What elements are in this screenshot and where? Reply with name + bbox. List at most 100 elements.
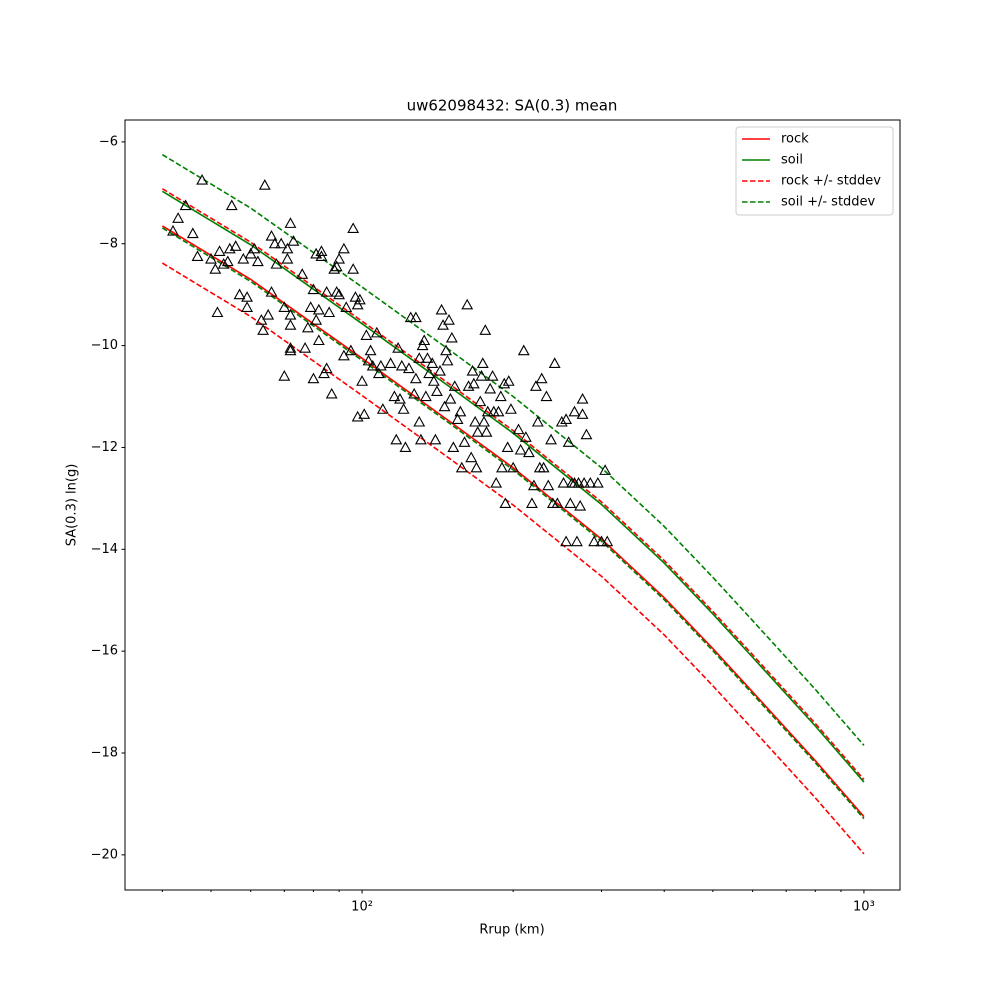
observation-marker <box>409 311 422 323</box>
legend-label: rock <box>781 132 809 147</box>
observation-marker <box>186 227 199 239</box>
observation-marker <box>570 535 583 547</box>
observation-marker <box>225 199 238 211</box>
observation-marker <box>390 433 403 445</box>
observation-marker <box>434 364 446 376</box>
legend-label: soil +/- stddev <box>781 195 876 210</box>
curve <box>161 227 865 820</box>
observation-marker <box>278 370 291 381</box>
observation-marker <box>284 342 297 353</box>
observation-marker <box>356 375 368 386</box>
observation-marker <box>265 229 278 241</box>
observation-marker <box>265 285 278 297</box>
observation-marker <box>560 535 573 547</box>
y-tick-label: −10 <box>91 338 118 353</box>
observation-marker <box>284 344 297 356</box>
observation-marker <box>337 242 350 254</box>
x-axis-label: Rrup (km) <box>479 923 544 938</box>
observation-marker <box>233 288 246 300</box>
observation-marker <box>490 476 503 488</box>
observation-marker <box>431 385 443 396</box>
observation-marker <box>217 257 230 269</box>
observation-marker <box>474 395 487 407</box>
observation-marker <box>353 293 366 305</box>
observation-marker <box>395 359 408 371</box>
y-tick-label: −12 <box>91 440 118 455</box>
observation-marker <box>347 222 360 234</box>
observation-marker <box>408 387 421 399</box>
observation-marker <box>213 245 226 256</box>
observation-marker <box>458 436 471 447</box>
observation-marker <box>409 372 422 384</box>
observation-marker <box>172 212 185 223</box>
observation-marker <box>471 426 484 437</box>
observation-marker <box>443 314 455 325</box>
observation-marker <box>301 321 314 333</box>
observation-marker <box>479 324 492 335</box>
y-tick-label: −16 <box>91 644 118 659</box>
observation-marker <box>584 476 597 488</box>
observation-marker <box>209 263 222 274</box>
legend-box <box>735 126 894 216</box>
observation-marker <box>437 319 449 330</box>
observation-marker <box>423 367 436 379</box>
observation-marker <box>257 324 270 335</box>
observation-marker <box>588 535 601 547</box>
observation-marker <box>469 415 482 427</box>
observation-marker <box>418 334 431 346</box>
observation-marker <box>270 257 283 269</box>
observation-marker <box>531 415 544 427</box>
observation-marker <box>284 319 297 330</box>
observation-marker <box>413 352 426 363</box>
observation-marker <box>362 354 375 366</box>
observation-marker <box>284 217 297 228</box>
observation-marker <box>557 476 570 488</box>
observation-marker <box>315 250 328 262</box>
observation-marker <box>320 285 333 297</box>
observation-marker <box>241 301 253 312</box>
observation-marker <box>525 497 538 509</box>
observation-marker <box>496 461 508 473</box>
observation-marker <box>414 433 427 445</box>
legend-label: rock +/- stddev <box>781 174 881 189</box>
observation-marker <box>349 291 362 302</box>
observation-marker <box>461 298 474 310</box>
observation-marker <box>555 415 568 427</box>
y-tick-label: −8 <box>99 236 118 251</box>
observation-marker <box>455 461 468 473</box>
observation-marker <box>344 344 357 356</box>
observation-marker <box>505 403 517 414</box>
observation-marker <box>330 260 343 272</box>
observation-marker <box>275 237 288 249</box>
observation-marker <box>333 252 346 264</box>
curve <box>161 188 865 781</box>
observation-marker <box>364 344 377 356</box>
observation-marker <box>258 179 271 190</box>
observation-marker <box>501 441 514 453</box>
observation-marker <box>318 367 330 379</box>
observation-marker <box>512 423 525 435</box>
observation-marker <box>574 499 587 511</box>
observation-marker <box>578 476 591 488</box>
observation-marker <box>595 535 608 547</box>
observation-marker <box>517 344 530 356</box>
observation-marker <box>304 301 317 312</box>
observation-marker <box>440 344 452 356</box>
observation-marker <box>205 252 217 264</box>
observation-marker <box>576 392 589 404</box>
observation-marker <box>486 370 499 381</box>
observation-marker <box>312 334 325 346</box>
observation-marker <box>360 329 373 340</box>
chart-title: uw62098432: SA(0.3) mean <box>407 97 618 115</box>
observation-marker <box>421 352 434 363</box>
observation-marker <box>560 413 573 424</box>
observation-marker <box>441 354 454 366</box>
observation-marker <box>392 342 405 353</box>
observation-marker <box>376 403 389 414</box>
observation-marker <box>315 245 328 256</box>
observation-marker <box>519 431 532 442</box>
legend-label: soil <box>781 153 803 168</box>
observation-marker <box>179 199 192 211</box>
observation-marker <box>323 306 336 318</box>
observation-marker <box>191 250 204 262</box>
